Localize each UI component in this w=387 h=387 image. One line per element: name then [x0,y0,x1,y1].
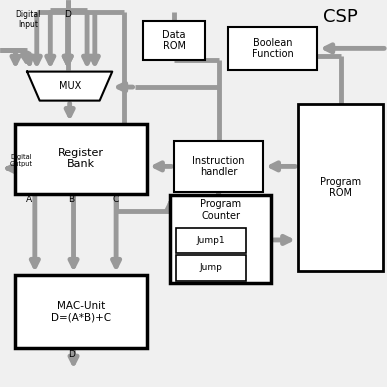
Text: Register
Bank: Register Bank [58,148,104,170]
Polygon shape [27,72,112,101]
Bar [174,141,263,192]
Text: D: D [68,350,75,359]
Text: Program
ROM: Program ROM [320,177,361,199]
Text: MUX: MUX [58,81,81,91]
Text: D: D [64,10,71,19]
Text: C: C [113,195,119,204]
Text: Data
ROM: Data ROM [163,30,186,51]
Bar [176,228,246,253]
Text: Instruction
handler: Instruction handler [192,156,245,177]
Bar [298,104,383,271]
Text: CSP: CSP [323,9,358,26]
Text: Jump1: Jump1 [197,236,225,245]
Bar [15,124,147,194]
Text: B: B [68,195,75,204]
Text: MAC-Unit
D=(A*B)+C: MAC-Unit D=(A*B)+C [51,301,111,322]
Bar [228,27,317,70]
Text: Digital
Input: Digital Input [15,10,41,29]
Bar [176,255,246,281]
Text: Digital
Output: Digital Output [10,154,33,167]
Text: A: A [26,195,32,204]
Bar [15,275,147,348]
Text: Jump: Jump [199,264,223,272]
Bar [143,21,205,60]
Bar [170,195,271,283]
Text: Boolean
Function: Boolean Function [252,38,294,59]
Text: Program
Counter: Program Counter [200,199,241,221]
